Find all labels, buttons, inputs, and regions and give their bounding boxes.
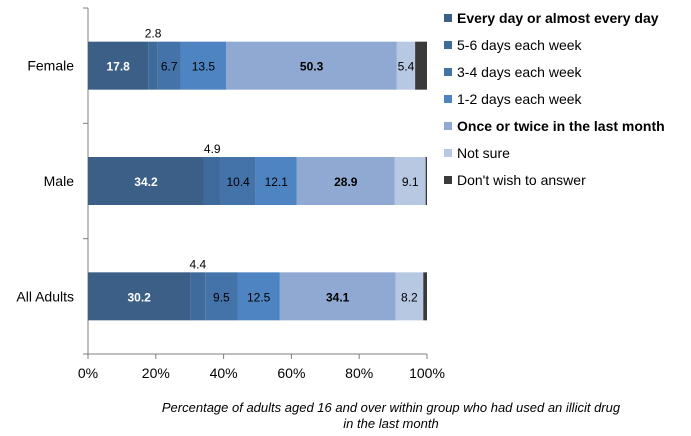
x-tick-label: 60% bbox=[277, 365, 305, 381]
bar-segment-not-sure bbox=[395, 272, 424, 321]
legend-swatch-3-4-days-each-week bbox=[444, 68, 452, 76]
bar-segment-5-6-days-each-week bbox=[148, 41, 158, 90]
bar-segment-1-2-days-each-week bbox=[255, 157, 297, 205]
category-label: Male bbox=[44, 173, 75, 189]
x-tick-label: 80% bbox=[345, 365, 373, 381]
legend: Every day or almost every day 5-6 days ea… bbox=[444, 10, 665, 188]
data-label: 8.2 bbox=[401, 290, 418, 304]
legend-swatch-1-2-days-each-week bbox=[444, 95, 452, 103]
bar-segment-3-4-days-each-week bbox=[220, 157, 256, 205]
bar-segment-1-2-days-each-week bbox=[180, 41, 227, 90]
bar-segment-don-t-wish-to-answer bbox=[415, 41, 427, 90]
data-label: 9.1 bbox=[402, 175, 419, 189]
bar-segment-5-6-days-each-week bbox=[190, 272, 206, 321]
x-tick-label: 40% bbox=[210, 365, 238, 381]
data-label: 12.1 bbox=[265, 175, 289, 189]
legend-swatch-don-t-wish-to-answer bbox=[444, 176, 452, 184]
data-label: 2.8 bbox=[145, 27, 162, 41]
data-label: 4.4 bbox=[189, 257, 206, 271]
data-label: 34.1 bbox=[326, 290, 350, 304]
data-label: 6.7 bbox=[161, 60, 178, 74]
data-label: 50.3 bbox=[300, 60, 324, 74]
legend-entry: Don't wish to answer bbox=[457, 172, 586, 188]
bar-segment-not-sure bbox=[396, 41, 416, 90]
bar-segment-once-or-twice-in-the-last-month bbox=[296, 157, 395, 205]
data-label: 17.8 bbox=[106, 60, 130, 74]
category-label: Female bbox=[27, 58, 74, 74]
data-label: 5.4 bbox=[398, 60, 415, 74]
data-label: 10.4 bbox=[226, 175, 250, 189]
data-label: 34.2 bbox=[134, 175, 158, 189]
bar-segment-5-6-days-each-week bbox=[203, 157, 221, 205]
x-tick-label: 0% bbox=[78, 365, 98, 381]
bar-segment-every-day-or-almost-every-day bbox=[88, 41, 149, 90]
data-label: 30.2 bbox=[128, 290, 152, 304]
legend-entry: Every day or almost every day bbox=[457, 10, 659, 26]
bar-segment-every-day-or-almost-every-day bbox=[88, 157, 204, 205]
legend-entry: 5-6 days each week bbox=[457, 37, 583, 53]
bar-segment-don-t-wish-to-answer bbox=[423, 272, 427, 321]
bar-segment-1-2-days-each-week bbox=[237, 272, 280, 321]
bar-segment-3-4-days-each-week bbox=[205, 272, 238, 321]
bar-segment-not-sure bbox=[394, 157, 426, 205]
data-label: 4.9 bbox=[204, 142, 221, 156]
plot-area: 0% 20% 40% 60% 80% 100% Female 17.8 2.8 6.7 13.5 50… bbox=[16, 7, 445, 381]
data-label: 28.9 bbox=[334, 175, 358, 189]
bar-segment-every-day-or-almost-every-day bbox=[88, 272, 191, 321]
legend-swatch-once-or-twice-in-the-last-month bbox=[444, 122, 452, 130]
x-axis-title-line-1: Percentage of adults aged 16 and over wi… bbox=[162, 400, 621, 415]
legend-entry: 3-4 days each week bbox=[457, 64, 583, 80]
data-label: 12.5 bbox=[247, 290, 271, 304]
x-tick-label: 20% bbox=[142, 365, 170, 381]
legend-swatch-not-sure bbox=[444, 149, 452, 157]
bar-segment-don-t-wish-to-answer bbox=[425, 157, 427, 205]
legend-swatch-5-6-days-each-week bbox=[444, 41, 452, 49]
legend-entry: Once or twice in the last month bbox=[457, 118, 665, 134]
legend-entry: Not sure bbox=[457, 145, 510, 161]
legend-entry: 1-2 days each week bbox=[457, 91, 583, 107]
x-tick-label: 100% bbox=[409, 365, 445, 381]
bar-segment-3-4-days-each-week bbox=[157, 41, 181, 90]
legend-swatch-every-day-or-almost-every-day bbox=[444, 14, 452, 22]
data-label: 13.5 bbox=[192, 60, 216, 74]
category-label: All Adults bbox=[16, 288, 74, 304]
bar-segment-once-or-twice-in-the-last-month bbox=[279, 272, 396, 321]
x-axis-title-line-2: in the last month bbox=[343, 416, 438, 431]
data-label: 9.5 bbox=[213, 290, 230, 304]
bar-segment-once-or-twice-in-the-last-month bbox=[226, 41, 397, 90]
